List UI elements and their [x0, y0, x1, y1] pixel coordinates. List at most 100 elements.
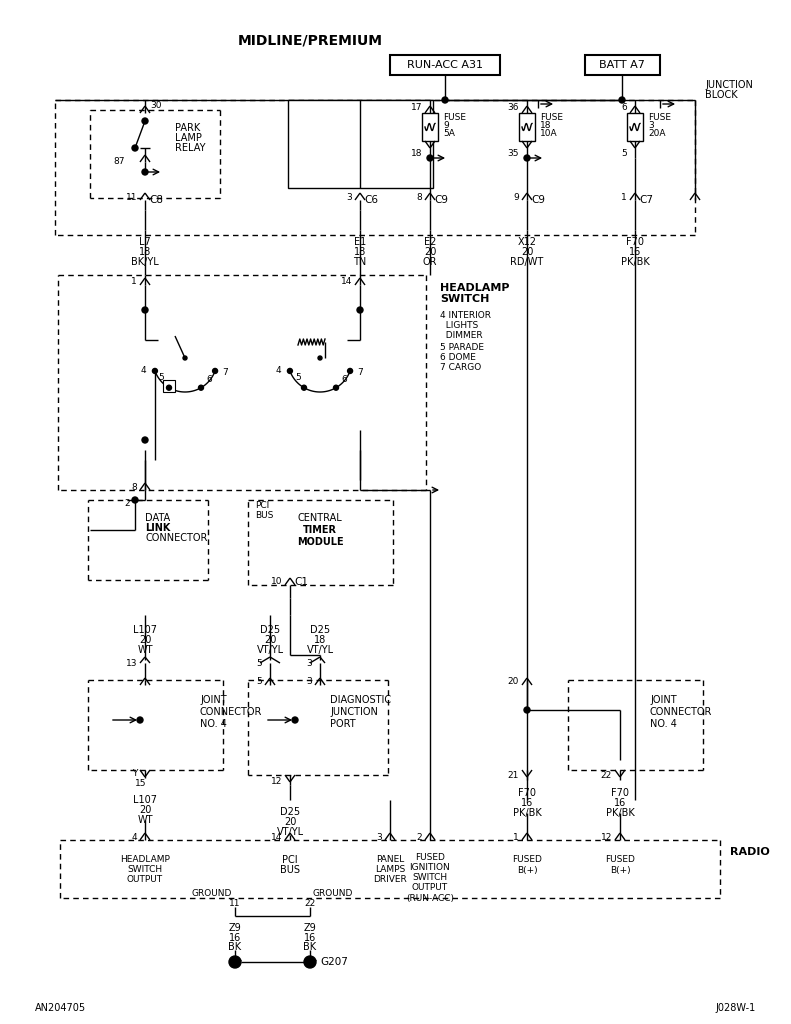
- Circle shape: [347, 369, 353, 374]
- Text: 8: 8: [416, 193, 422, 202]
- Text: CENTRAL: CENTRAL: [297, 513, 343, 523]
- Text: F70: F70: [518, 788, 536, 798]
- Circle shape: [442, 97, 448, 103]
- Text: 6 DOME: 6 DOME: [440, 353, 476, 362]
- Text: NO. 4: NO. 4: [650, 719, 677, 729]
- Circle shape: [619, 97, 625, 103]
- Text: OUTPUT: OUTPUT: [412, 884, 448, 893]
- Text: BK: BK: [304, 942, 316, 952]
- Text: C6: C6: [364, 195, 378, 205]
- Text: PCI: PCI: [282, 855, 298, 865]
- Text: 3: 3: [306, 658, 312, 668]
- Text: 5: 5: [256, 678, 262, 686]
- Text: 1: 1: [621, 193, 627, 202]
- Text: 18: 18: [139, 247, 151, 257]
- Text: 1: 1: [131, 276, 137, 286]
- Circle shape: [524, 155, 530, 161]
- Text: PK/BK: PK/BK: [606, 808, 634, 818]
- Bar: [422, 113, 438, 141]
- Text: JUNCTION: JUNCTION: [330, 707, 378, 717]
- Text: SWITCH: SWITCH: [440, 294, 490, 304]
- Circle shape: [142, 118, 148, 124]
- Text: LAMPS: LAMPS: [375, 865, 405, 874]
- Text: 20: 20: [138, 635, 151, 645]
- Text: PK/BK: PK/BK: [621, 257, 649, 267]
- Text: 10A: 10A: [540, 129, 558, 138]
- Text: LIGHTS: LIGHTS: [440, 322, 479, 331]
- Text: L7: L7: [139, 237, 151, 247]
- Text: 3: 3: [306, 678, 312, 686]
- Text: C8: C8: [149, 195, 163, 205]
- Circle shape: [183, 356, 187, 360]
- Text: E2: E2: [424, 237, 436, 247]
- Text: F70: F70: [626, 237, 644, 247]
- Text: 16: 16: [614, 798, 626, 808]
- Text: D25: D25: [280, 807, 300, 817]
- Circle shape: [334, 385, 339, 390]
- Text: 5: 5: [256, 658, 262, 668]
- Text: Z9: Z9: [304, 923, 316, 933]
- Text: 7: 7: [358, 369, 363, 378]
- Text: IGNITION: IGNITION: [410, 863, 450, 872]
- Text: 16: 16: [521, 798, 533, 808]
- Text: 20: 20: [138, 805, 151, 815]
- Text: C9: C9: [434, 195, 448, 205]
- Text: E1: E1: [354, 237, 366, 247]
- Text: B(+): B(+): [610, 865, 630, 874]
- Text: AN204705: AN204705: [35, 1002, 86, 1013]
- Text: VT/YL: VT/YL: [276, 827, 304, 837]
- Text: JOINT: JOINT: [200, 695, 227, 705]
- Text: 18: 18: [354, 247, 366, 257]
- Text: GROUND: GROUND: [312, 889, 354, 897]
- Text: 20: 20: [424, 247, 436, 257]
- Bar: [163, 380, 175, 392]
- Text: 21: 21: [508, 771, 519, 780]
- Text: 5: 5: [158, 373, 164, 382]
- Circle shape: [132, 497, 138, 503]
- Circle shape: [199, 385, 203, 390]
- Text: 4 INTERIOR: 4 INTERIOR: [440, 311, 491, 321]
- Text: 30: 30: [150, 101, 161, 111]
- Text: 18: 18: [411, 150, 422, 159]
- Circle shape: [301, 385, 306, 390]
- Text: 7: 7: [222, 369, 228, 378]
- Text: 4: 4: [275, 367, 281, 376]
- Text: 20: 20: [520, 247, 533, 257]
- Text: SWITCH: SWITCH: [412, 873, 448, 883]
- Text: L107: L107: [133, 625, 157, 635]
- Text: FUSED: FUSED: [512, 855, 542, 864]
- Text: C1: C1: [294, 577, 308, 587]
- Text: 7 CARGO: 7 CARGO: [440, 364, 481, 373]
- Circle shape: [137, 717, 143, 723]
- Text: FUSED: FUSED: [415, 853, 445, 862]
- Circle shape: [357, 307, 363, 313]
- Text: Z9: Z9: [229, 923, 241, 933]
- Text: CONNECTOR: CONNECTOR: [145, 534, 207, 543]
- Text: 16: 16: [629, 247, 642, 257]
- Text: 6: 6: [341, 375, 347, 384]
- Text: WT: WT: [138, 815, 153, 825]
- Text: 9: 9: [513, 193, 519, 202]
- Text: DIAGNOSTIC: DIAGNOSTIC: [330, 695, 391, 705]
- Text: C7: C7: [639, 195, 653, 205]
- Text: 8: 8: [131, 483, 137, 493]
- Text: RELAY: RELAY: [175, 143, 206, 153]
- Circle shape: [292, 717, 298, 723]
- Text: OUTPUT: OUTPUT: [127, 876, 163, 885]
- Text: 11: 11: [126, 193, 137, 202]
- Text: RADIO: RADIO: [730, 847, 770, 857]
- Circle shape: [142, 437, 148, 443]
- Text: PK/BK: PK/BK: [513, 808, 541, 818]
- Circle shape: [132, 145, 138, 151]
- Text: F70: F70: [611, 788, 629, 798]
- Circle shape: [142, 169, 148, 175]
- Text: RUN-ACC A31: RUN-ACC A31: [407, 60, 483, 70]
- Text: TIMER: TIMER: [303, 525, 337, 535]
- Text: 22: 22: [600, 771, 612, 780]
- Text: 1: 1: [513, 833, 519, 842]
- Text: D25: D25: [260, 625, 280, 635]
- Circle shape: [304, 956, 316, 968]
- Text: X12: X12: [517, 237, 536, 247]
- Text: FUSE: FUSE: [443, 114, 466, 123]
- Text: 18: 18: [540, 122, 551, 130]
